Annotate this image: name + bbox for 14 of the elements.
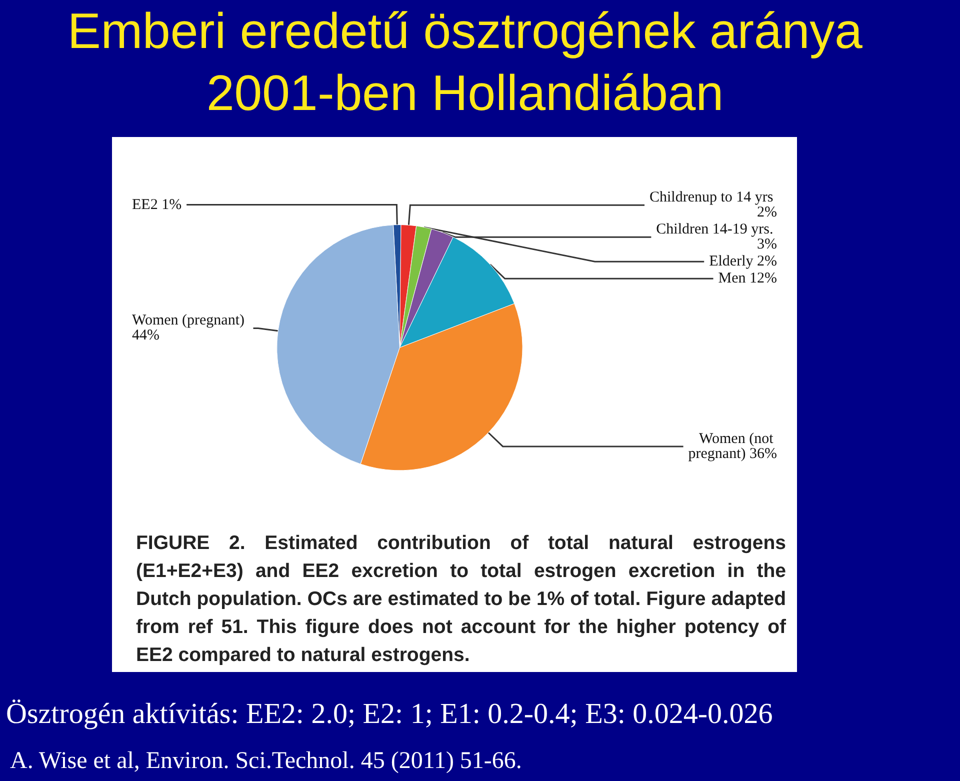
chart-title: Emberi eredetű ösztrogének aránya 2001-ben Hollandiában bbox=[66, 2, 864, 123]
slice-label: Women (not pregnant) 36% bbox=[688, 430, 777, 462]
slice-label: Childrenup to 14 yrs bbox=[650, 190, 777, 206]
text: Ösztrogén aktívitás: EE2: 2.0; E2: 1; E1: 0.2-0.4; E3: 0.024-0.026 bbox=[6, 698, 774, 731]
data-label: 44% bbox=[132, 328, 160, 344]
slice-label: Children 14-19 yrs. bbox=[656, 222, 777, 238]
text: A. Wise et al, Environ. Sci.Technol. 45 (2011) 51-66. bbox=[10, 748, 523, 775]
slice-label: Men 12% bbox=[718, 270, 777, 287]
slice-label: EE2 1% bbox=[132, 196, 182, 213]
caption: FIGURE 2. Estimated contribution of total natural estrogens (E1+E2+E3) and EE2 excretion to total estrogen excretion in the Dutch population. OCs are estimated to be 1% of total. Figure adapted from ref 51. This figure does not account for the higher potency of EE2 compared to natural estrogens. bbox=[136, 531, 786, 668]
data-label: 3% bbox=[757, 236, 777, 253]
slice-label: Women (pregnant) bbox=[132, 312, 248, 329]
data-label: 2% bbox=[757, 204, 777, 221]
slice-label: Elderly 2% bbox=[709, 254, 777, 270]
